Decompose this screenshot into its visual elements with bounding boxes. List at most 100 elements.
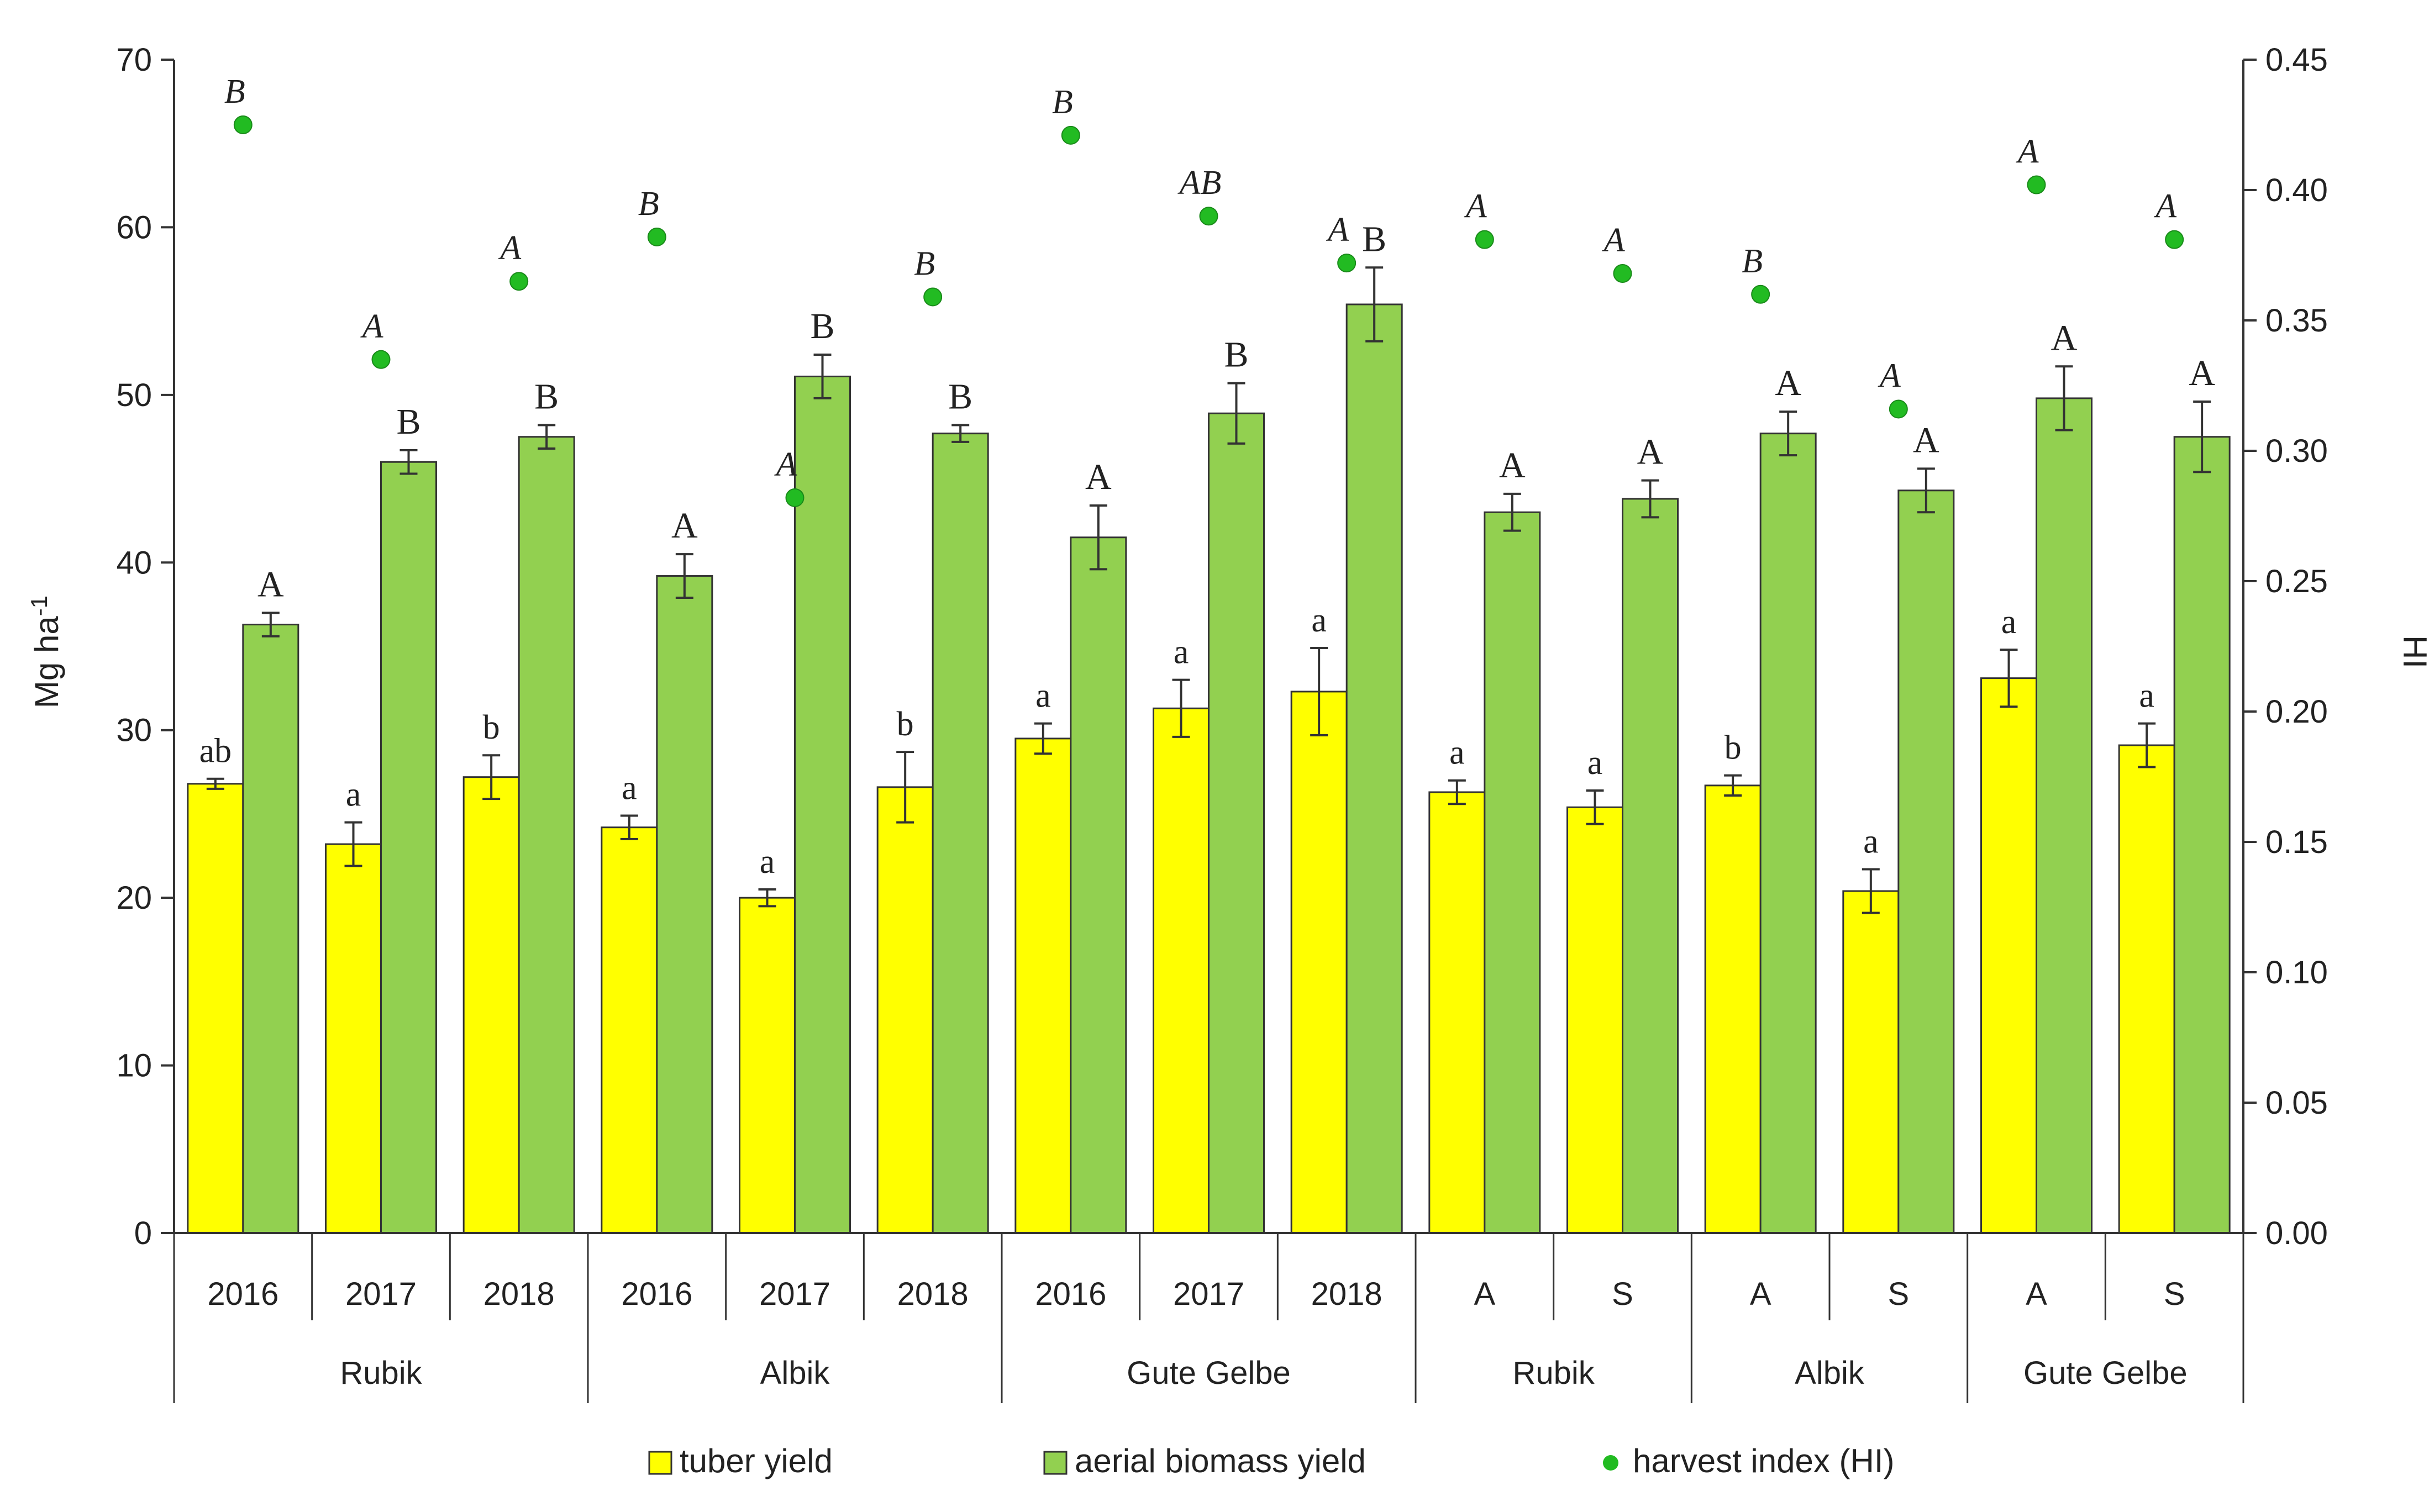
y2-tick-label: 0.30 [2265, 433, 2328, 469]
y2-tick-label: 0.40 [2265, 172, 2328, 208]
hi-point [1337, 254, 1357, 273]
legend-swatch-biomass [1043, 1451, 1068, 1475]
x-tick-label: 2016 [621, 1276, 692, 1312]
hi-point [785, 488, 805, 507]
biomass-bar [242, 624, 299, 1234]
tuber-significance-label: ab [199, 733, 232, 770]
y-axis-title: Mg ha-1 [26, 596, 65, 708]
y2-tick-label: 0.35 [2265, 303, 2328, 339]
x-tick-label: A [1750, 1276, 1771, 1312]
biomass-bar [2173, 436, 2231, 1234]
x-tick-label: 2017 [1173, 1276, 1244, 1312]
tuber-significance-label: a [1449, 734, 1465, 772]
tuber-bar [601, 826, 658, 1234]
y-tick-label: 70 [116, 42, 152, 78]
biomass-significance-label: A [2189, 353, 2215, 393]
biomass-bar [1759, 433, 1817, 1234]
hi-point [233, 115, 253, 134]
biomass-bar [518, 436, 575, 1234]
tuber-bar [462, 776, 520, 1234]
biomass-bar [380, 461, 437, 1234]
hi-significance-label: AB [1177, 164, 1222, 202]
y-axis-title-sup: -1 [26, 596, 52, 616]
biomass-significance-label: B [948, 376, 972, 417]
hi-point [1199, 207, 1218, 226]
group-label: Albik [760, 1355, 830, 1391]
y2-tick-label: 0.15 [2265, 824, 2328, 860]
hi-significance-label: A [498, 229, 522, 267]
tuber-bar [2118, 744, 2175, 1234]
biomass-significance-label: A [1913, 420, 1939, 460]
tuber-significance-label: a [1587, 744, 1603, 782]
hi-point [647, 227, 666, 246]
biomass-significance-label: A [671, 505, 698, 546]
x-tick-label: 2018 [897, 1276, 969, 1312]
hi-significance-label: B [1052, 83, 1073, 121]
x-tick-label: 2017 [345, 1276, 417, 1312]
y2-tick-label: 0.10 [2265, 955, 2328, 991]
tuber-significance-label: a [1311, 602, 1327, 639]
y2-tick-label: 0.45 [2265, 42, 2328, 78]
y-tick-label: 10 [116, 1048, 152, 1084]
tuber-bar [1842, 890, 1900, 1234]
y-tick-label: 20 [116, 880, 152, 916]
biomass-bar [656, 575, 713, 1234]
x-tick-label: A [2026, 1276, 2047, 1312]
legend-swatch-tuber [648, 1451, 672, 1475]
biomass-bar [1622, 498, 1679, 1234]
tuber-bar [1704, 784, 1762, 1234]
hi-point [371, 350, 391, 369]
hi-significance-label: B [224, 73, 245, 110]
y-tick-label: 50 [116, 377, 152, 413]
tuber-significance-label: a [2139, 677, 2154, 715]
hi-point [509, 272, 529, 291]
biomass-bar [1897, 489, 1955, 1234]
y2-tick-label: 0.20 [2265, 694, 2328, 730]
biomass-bar [794, 375, 851, 1234]
hi-significance-label: A [1464, 188, 1487, 225]
biomass-significance-label: A [1775, 363, 1801, 403]
hi-significance-label: B [1742, 243, 1763, 280]
hi-significance-label: A [774, 446, 798, 483]
biomass-bar [1208, 412, 1265, 1234]
biomass-significance-label: A [1499, 445, 1526, 486]
x-tick-label: 2016 [1035, 1276, 1106, 1312]
y2-tick-label: 0.25 [2265, 563, 2328, 599]
tuber-significance-label: b [897, 705, 914, 743]
y2-tick-label: 0.05 [2265, 1085, 2328, 1121]
tuber-bar [1014, 737, 1072, 1234]
error-bars-layer [206, 266, 2211, 914]
biomass-significance-label: B [1224, 335, 1248, 375]
group-label: Gute Gelbe [1127, 1355, 1291, 1391]
tuber-bar [1290, 691, 1348, 1234]
hi-point [1613, 264, 1632, 283]
hi-point [2165, 230, 2184, 249]
biomass-bar [1484, 511, 1541, 1234]
biomass-significance-label: B [810, 306, 834, 346]
biomass-significance-label: A [2051, 318, 2078, 358]
x-tick-label: 2016 [207, 1276, 278, 1312]
x-tick-label: S [1888, 1276, 1909, 1312]
biomass-significance-label: A [1085, 457, 1112, 497]
tuber-significance-label: b [483, 709, 500, 746]
hi-point [1475, 230, 1494, 249]
y-tick-label: 30 [116, 713, 152, 749]
hi-significance-label: A [1326, 211, 1349, 249]
tuber-bar [739, 897, 796, 1234]
biomass-bar [2036, 397, 2092, 1234]
tuber-significance-label: a [1035, 677, 1051, 715]
hi-significance-label: A [360, 308, 384, 345]
hi-significance-label: A [2016, 133, 2039, 171]
y-tick-label: 40 [116, 545, 152, 581]
legend-label-biomass: aerial biomass yield [1075, 1442, 1366, 1479]
tuber-significance-label: b [1725, 729, 1742, 767]
legend: tuber yield aerial biomass yield harvest… [648, 1442, 1895, 1479]
tuber-significance-label: a [1174, 634, 1189, 671]
tuber-significance-label: a [346, 776, 361, 814]
y-tick-label: 60 [116, 209, 152, 245]
tuber-bar [325, 843, 382, 1234]
biomass-significance-label: A [1637, 432, 1664, 472]
biomass-bar [932, 433, 989, 1234]
tuber-bar [1980, 677, 2037, 1234]
biomass-significance-label: B [1362, 219, 1386, 259]
